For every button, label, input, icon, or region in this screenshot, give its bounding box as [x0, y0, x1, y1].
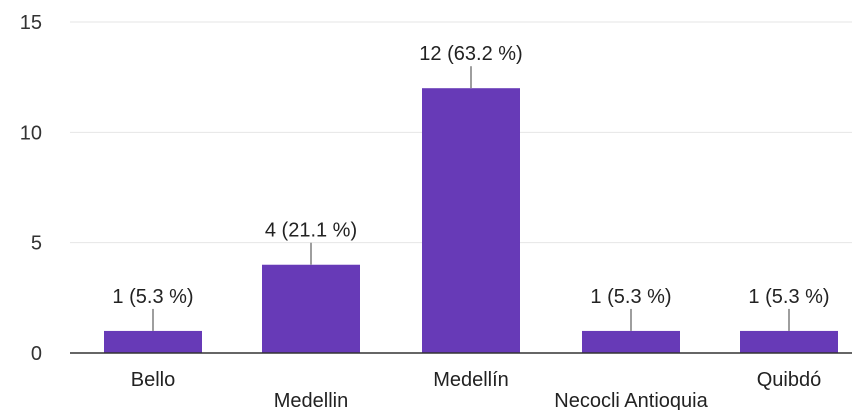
bar	[582, 330, 680, 353]
data-label: 1 (5.3 %)	[748, 286, 829, 308]
data-label: 1 (5.3 %)	[590, 286, 671, 308]
data-label: 4 (21.1 %)	[265, 220, 357, 242]
data-label: 12 (63.2 %)	[419, 43, 522, 65]
data-label: 1 (5.3 %)	[112, 286, 193, 308]
data-labels: 1 (5.3 %) 4 (21.1 %) 12 (63.2 %) 1 (5.3 %) 1…	[112, 43, 830, 331]
category-label: Necocli Antioquia	[554, 390, 708, 410]
y-tick-labels: 0 5 10 15	[20, 12, 42, 365]
category-label: Quibdó	[757, 369, 822, 391]
category-labels: Bello Medellin Medellín Necocli Antioquia Qu…	[131, 369, 821, 410]
category-label: Medellín	[433, 369, 509, 391]
bar	[262, 264, 360, 353]
category-label: Bello	[131, 369, 175, 391]
bar	[104, 330, 202, 353]
y-tick-label: 15	[20, 12, 42, 34]
bar	[740, 330, 838, 353]
bars	[104, 88, 838, 353]
y-tick-label: 0	[31, 343, 42, 365]
y-tick-label: 10	[20, 122, 42, 144]
bar	[422, 88, 520, 353]
y-tick-label: 5	[31, 233, 42, 255]
category-label: Medellin	[274, 390, 348, 410]
